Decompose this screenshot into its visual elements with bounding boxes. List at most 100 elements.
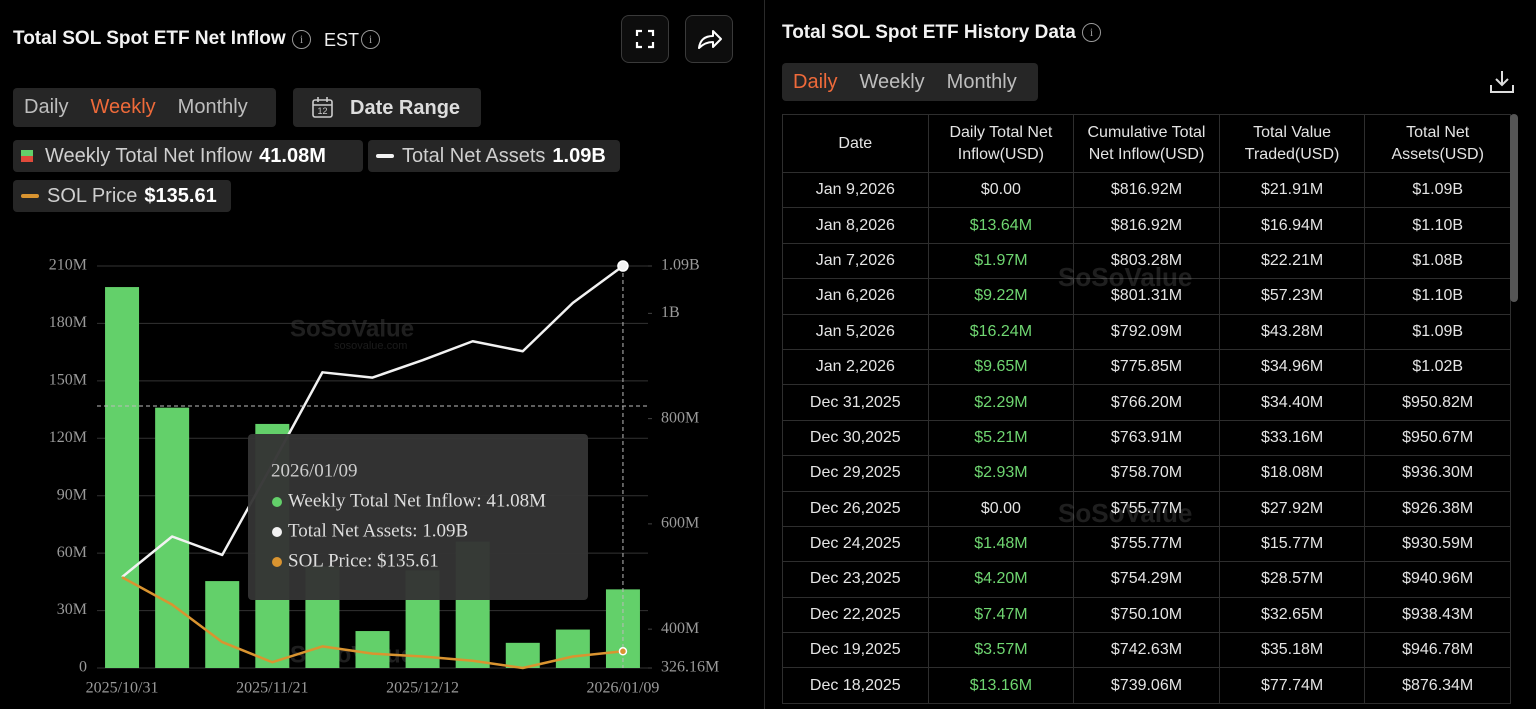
- watermark: SoSoValue: [290, 315, 414, 342]
- table-cell: $816.92M: [1073, 207, 1220, 244]
- y-tick-label: 0: [79, 659, 87, 676]
- table-cell: $1.08B: [1364, 242, 1511, 280]
- chart: SoSoValuesosovalue.comSoSoValue030M60M90…: [49, 257, 719, 697]
- chart-title: Total SOL Spot ETF Net Inflow: [13, 28, 286, 49]
- legend-swatch: [21, 194, 39, 198]
- legend-item[interactable]: SOL Price $135.61: [13, 180, 231, 212]
- tab[interactable]: Weekly: [859, 70, 925, 93]
- fullscreen-button[interactable]: [621, 15, 669, 63]
- legend-item[interactable]: Total Net Assets 1.09B: [368, 140, 620, 172]
- column-header: Total Net Assets(USD): [1364, 114, 1511, 173]
- point-marker: [618, 647, 628, 656]
- watermark: SoSoValue: [1058, 262, 1193, 292]
- legend-label: SOL Price: [47, 184, 138, 207]
- date-range-button[interactable]: 12 Date Range: [293, 88, 481, 127]
- table-cell: $77.74M: [1218, 667, 1366, 704]
- table-cell: $742.63M: [1073, 632, 1220, 669]
- table-cell: $1.10B: [1364, 278, 1511, 315]
- table-cell: $3.57M: [927, 632, 1075, 669]
- line-series: [121, 264, 624, 579]
- table-cell: $9.65M: [927, 348, 1075, 386]
- info-icon[interactable]: i: [292, 30, 311, 49]
- table-row: Dec 29,2025 $2.93M $758.70M $18.08M $936.30M: [782, 455, 1511, 492]
- table-cell: $926.38M: [1364, 490, 1511, 527]
- tooltip-dot: [272, 497, 282, 507]
- legend-value: 1.09B: [552, 144, 606, 167]
- bar: [605, 589, 640, 668]
- history-tabs: Daily Weekly Monthly: [782, 63, 1038, 101]
- table-cell: $0.00: [927, 171, 1075, 209]
- y2-tick-label: 400M: [661, 620, 699, 637]
- timezone[interactable]: EST: [324, 30, 360, 50]
- table-cell: $801.31M: [1073, 278, 1220, 315]
- table-cell: $5.21M: [927, 419, 1075, 457]
- y-tick-label: 90M: [57, 486, 87, 503]
- table-cell: Dec 22,2025: [782, 596, 929, 634]
- column-header: Daily Total Net Inflow(USD): [927, 114, 1075, 173]
- fullscreen-icon: [635, 29, 655, 49]
- table-cell: $27.92M: [1218, 490, 1366, 527]
- y2-tick-label: 326.16M: [661, 659, 719, 676]
- table-cell: $28.57M: [1218, 561, 1366, 598]
- table-cell: $1.02B: [1364, 348, 1511, 386]
- legend-swatch: [21, 150, 33, 162]
- legend-label: Total Net Assets: [402, 144, 546, 167]
- tooltip: [248, 434, 588, 600]
- bar: [205, 581, 240, 668]
- x-tick-label: 2025/10/31: [86, 680, 159, 697]
- bar: [555, 629, 590, 668]
- tab[interactable]: Daily: [24, 96, 69, 118]
- table-cell: $43.28M: [1218, 313, 1366, 350]
- y2-tick-label: 800M: [661, 409, 699, 426]
- table-cell: $35.18M: [1218, 632, 1366, 669]
- column-header: Date: [782, 114, 929, 173]
- legend-item[interactable]: Weekly Total Net Inflow 41.08M: [13, 140, 363, 172]
- table-cell: $792.09M: [1073, 313, 1220, 350]
- table-row: Dec 22,2025 $7.47M $750.10M $32.65M $938.43M: [782, 596, 1511, 634]
- scrollbar[interactable]: [1510, 114, 1518, 302]
- tab-active[interactable]: Weekly: [90, 96, 156, 118]
- table-cell: $7.47M: [927, 596, 1075, 634]
- calendar-day: 12: [317, 106, 327, 116]
- table-cell: $15.77M: [1218, 525, 1366, 563]
- y-tick-label: 180M: [49, 314, 87, 331]
- table-cell: $816.92M: [1073, 171, 1220, 209]
- table-cell: $754.29M: [1073, 561, 1220, 598]
- table-cell: $2.93M: [927, 455, 1075, 492]
- tab[interactable]: Monthly: [177, 96, 248, 118]
- tab[interactable]: Monthly: [946, 70, 1017, 93]
- table-cell: Dec 31,2025: [782, 384, 929, 421]
- y-tick-label: 30M: [57, 601, 87, 618]
- divider: [764, 0, 765, 709]
- table-cell: $763.91M: [1073, 419, 1220, 457]
- info-icon[interactable]: i: [361, 30, 380, 49]
- tab-active[interactable]: Daily: [793, 70, 838, 93]
- table-row: Jan 7,2026 $1.97M $803.28M $22.21M $1.08B: [782, 242, 1511, 280]
- table-cell: $16.24M: [927, 313, 1075, 350]
- table-cell: $750.10M: [1073, 596, 1220, 634]
- column-header: Total Value Traded(USD): [1218, 114, 1366, 173]
- info-icon[interactable]: i: [1082, 23, 1101, 42]
- y2-tick-label: 1B: [661, 304, 680, 321]
- table-cell: $766.20M: [1073, 384, 1220, 421]
- share-button[interactable]: [685, 15, 733, 63]
- legend-label: Weekly Total Net Inflow: [45, 144, 253, 167]
- table-cell: $755.77M: [1073, 490, 1220, 527]
- table-cell: $32.65M: [1218, 596, 1366, 634]
- share-icon: [698, 30, 722, 49]
- legend-swatch: [376, 154, 394, 158]
- y-tick-label: 120M: [49, 429, 87, 446]
- table-cell: $938.43M: [1364, 596, 1511, 634]
- download-button[interactable]: [1488, 68, 1516, 96]
- table-cell: Dec 23,2025: [782, 561, 929, 598]
- date-range-label: Date Range: [350, 97, 461, 119]
- table-row: Dec 30,2025 $5.21M $763.91M $33.16M $950.67M: [782, 419, 1511, 457]
- calendar-icon: 12: [312, 97, 333, 118]
- table-cell: $57.23M: [1218, 278, 1366, 315]
- table-cell: $940.96M: [1364, 561, 1511, 598]
- table-cell: Jan 9,2026: [782, 171, 929, 209]
- table-row: Dec 24,2025 $1.48M $755.77M $15.77M $930.59M: [782, 525, 1511, 563]
- table-row: Dec 23,2025 $4.20M $754.29M $28.57M $940.96M: [782, 561, 1511, 598]
- table-cell: Dec 29,2025: [782, 455, 929, 492]
- table-cell: $930.59M: [1364, 525, 1511, 563]
